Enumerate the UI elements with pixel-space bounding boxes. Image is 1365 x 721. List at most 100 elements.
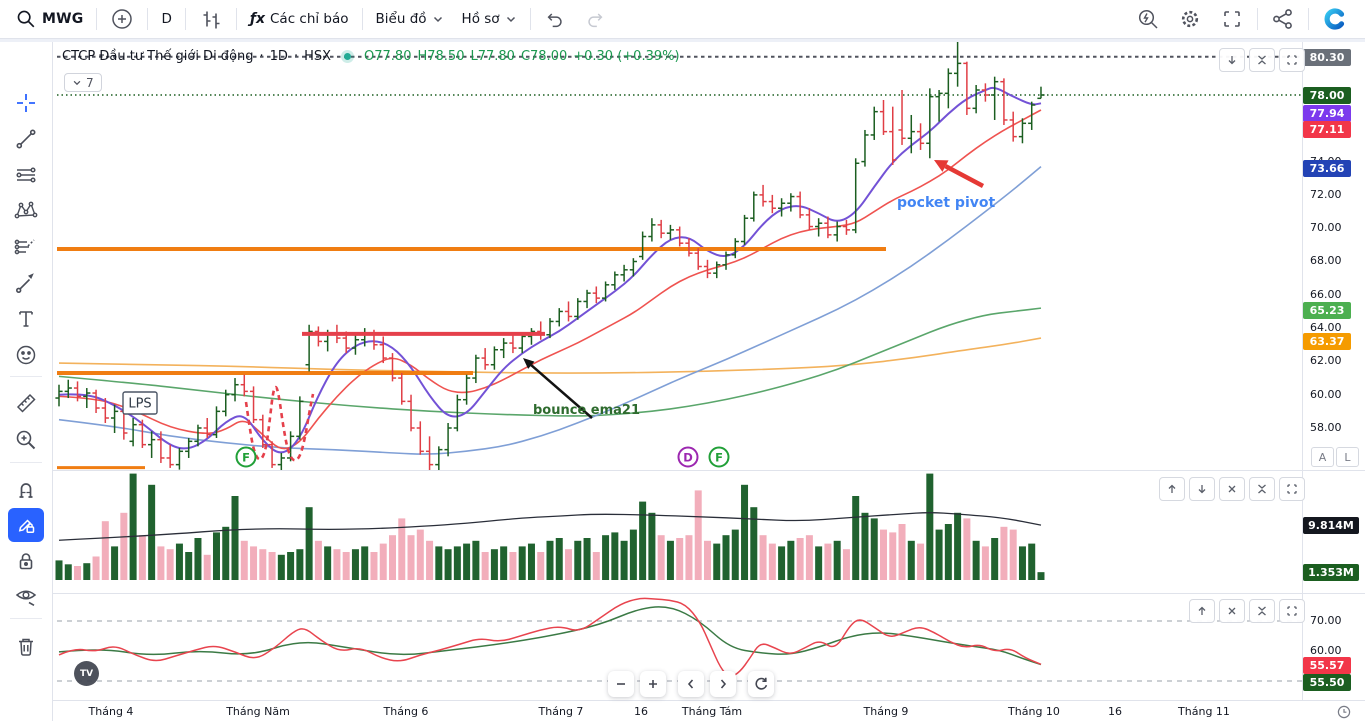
ohlc-bar [889, 106, 897, 165]
lps-label[interactable]: LPS [122, 391, 158, 415]
oscillator-pane[interactable] [52, 594, 1302, 700]
broker-logo-button[interactable] [1313, 5, 1357, 33]
right-icon [720, 679, 727, 689]
volume-pane-arrow-up-button[interactable] [1159, 477, 1185, 501]
redo-icon [584, 8, 606, 30]
pane-separator[interactable] [52, 593, 1365, 594]
nav-right-button[interactable] [710, 671, 736, 697]
time-axis[interactable]: Tháng 4 Tháng Năm Tháng 6 Tháng 7 16 Tháng Tá… [52, 701, 1365, 721]
price-tick: 68.00 [1310, 254, 1342, 267]
tool-xabcd-pattern[interactable] [8, 194, 44, 228]
main-pane-collapse-button[interactable] [1249, 48, 1275, 72]
arrow-down-icon [1228, 56, 1236, 65]
collapse-icon [1258, 606, 1266, 616]
moving-averages[interactable] [58, 86, 1042, 455]
ma-sma200[interactable] [58, 337, 1042, 374]
volume-ma-line[interactable] [58, 512, 1042, 541]
ohlc-bar [574, 298, 582, 320]
main-pane-arrow-down-button[interactable] [1219, 48, 1245, 72]
ohlc-bar [740, 214, 749, 245]
volume-pane-close-button[interactable] [1219, 477, 1245, 501]
tool-zoom-in[interactable] [8, 423, 44, 457]
tool-emoji[interactable] [8, 338, 44, 372]
ohlc-bar [500, 338, 508, 359]
tool-horizontal-lines[interactable] [8, 158, 44, 192]
tool-forecast[interactable] [8, 230, 44, 264]
compare-button[interactable] [101, 5, 143, 33]
price-tick: 72.00 [1310, 188, 1342, 201]
nav-minus-button[interactable] [608, 671, 634, 697]
redo-button[interactable] [575, 5, 615, 33]
tool-lock-all[interactable] [8, 544, 44, 578]
dashed-curve-drawing[interactable] [244, 385, 315, 462]
plus-circle-icon [110, 7, 134, 31]
event-marker-F[interactable]: F [235, 446, 257, 468]
volume-pane[interactable] [52, 471, 1302, 593]
tool-drawing-lock-active[interactable] [8, 508, 44, 542]
chevron-down-icon [73, 80, 81, 85]
tool-remove-drawings[interactable] [8, 629, 44, 663]
legend-symbol-title[interactable]: CTCP Đầu tư Thế giới Di động [62, 49, 254, 64]
oscillator-pane-collapse-button[interactable] [1249, 599, 1275, 623]
undo-button[interactable] [535, 5, 575, 33]
legend-interval[interactable]: 1D [269, 49, 288, 64]
text-annotation[interactable]: pocket pivot [897, 195, 995, 211]
tool-trend-line[interactable] [8, 122, 44, 156]
pane-separator[interactable] [52, 470, 1365, 471]
ohlc-bar [175, 447, 184, 470]
ohlc-bar [481, 348, 489, 370]
oscillator-line-red[interactable] [58, 597, 1042, 677]
chart-style-button[interactable] [190, 5, 232, 33]
tool-hide-drawings[interactable] [8, 579, 44, 613]
timezone-clock-icon[interactable] [1337, 704, 1351, 721]
event-marker-D[interactable]: D [677, 446, 699, 468]
ohlc-bar [657, 219, 665, 239]
profile-menu-button[interactable]: Hồ sơ [453, 5, 526, 33]
volume-pane-arrow-down-button[interactable] [1189, 477, 1215, 501]
oscillator-pane-close-button[interactable] [1219, 599, 1245, 623]
ohlc-bar [676, 226, 684, 247]
auto-scale-button[interactable]: A [1311, 447, 1334, 467]
nav-plus-button[interactable] [640, 671, 666, 697]
ma-ema10[interactable] [58, 86, 1042, 454]
settings-button[interactable] [1169, 5, 1211, 33]
ohlc-bar [157, 431, 165, 463]
indicators-button[interactable]: ƒx Các chỉ báo [241, 5, 358, 33]
market-status-icon[interactable] [341, 50, 355, 63]
interval-button[interactable]: D [152, 5, 180, 33]
ohlc-bar [870, 106, 878, 140]
oscillator-pane-arrow-up-button[interactable] [1189, 599, 1215, 623]
volume-badge: 9.814M [1303, 516, 1359, 534]
maximize-icon [1287, 484, 1297, 494]
tool-arrow[interactable] [8, 266, 44, 300]
volume-pane-collapse-button[interactable] [1249, 477, 1275, 501]
tool-ruler[interactable] [8, 386, 44, 420]
ma-sma50[interactable] [58, 165, 1042, 455]
ohlc-bar [1009, 111, 1017, 142]
collapse-icon [1258, 484, 1266, 494]
volume-pane-maximize-button[interactable] [1279, 477, 1305, 501]
fullscreen-button[interactable] [1211, 5, 1253, 33]
hidden-indicators-chip[interactable]: 7 [64, 73, 102, 92]
event-marker-F[interactable]: F [708, 446, 730, 468]
share-button[interactable] [1262, 5, 1304, 33]
oscillator-pane-maximize-button[interactable] [1279, 599, 1305, 623]
main-pane-maximize-button[interactable] [1279, 48, 1305, 72]
nav-left-button[interactable] [678, 671, 704, 697]
nav-reset-button[interactable] [748, 671, 774, 697]
arrow-annotation[interactable] [523, 358, 593, 419]
arrow-annotation[interactable] [934, 160, 985, 188]
tool-crosshair[interactable] [8, 86, 44, 120]
quick-search-button[interactable] [1127, 5, 1169, 33]
tool-magnet[interactable] [8, 472, 44, 506]
search-icon [15, 8, 37, 30]
price-bars [55, 42, 1045, 470]
log-scale-button[interactable]: L [1336, 447, 1359, 467]
tool-text[interactable] [8, 302, 44, 336]
text-annotation[interactable]: bounce ema21 [533, 403, 640, 418]
ohlc-bar [222, 389, 230, 417]
symbol-search-button[interactable]: MWG [6, 5, 92, 33]
layout-menu-button[interactable]: Biểu đồ [367, 5, 453, 33]
tradingview-watermark[interactable]: TV [74, 661, 99, 686]
